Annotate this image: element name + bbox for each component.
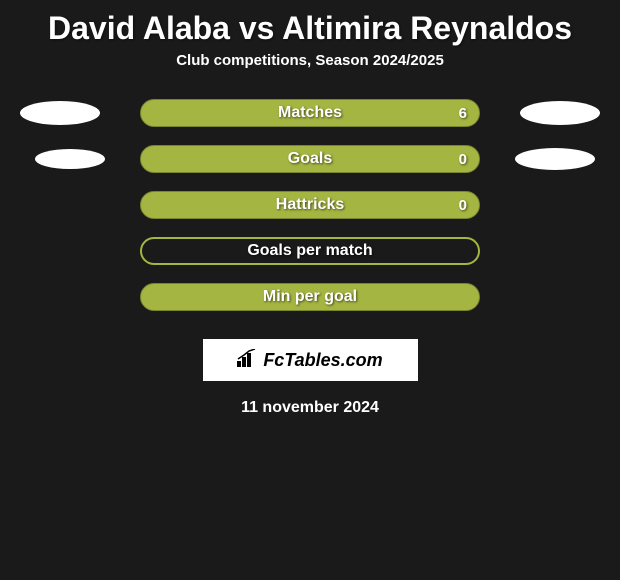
logo-text: FcTables.com bbox=[263, 350, 382, 371]
stat-value: 0 bbox=[459, 151, 467, 168]
stat-label: Min per goal bbox=[263, 288, 357, 306]
stat-row-goals: Goals 0 bbox=[0, 145, 620, 191]
stat-bar-matches: Matches 6 bbox=[140, 99, 480, 127]
stat-bar-goals: Goals 0 bbox=[140, 145, 480, 173]
player2-avatar-placeholder bbox=[515, 148, 595, 170]
player1-avatar-placeholder bbox=[20, 101, 100, 125]
logo-box: FcTables.com bbox=[203, 339, 418, 381]
player1-avatar-placeholder bbox=[35, 149, 105, 169]
stat-label: Hattricks bbox=[276, 196, 344, 214]
stat-row-goals-per-match: Goals per match bbox=[0, 237, 620, 283]
stat-row-min-per-goal: Min per goal bbox=[0, 283, 620, 329]
stat-label: Matches bbox=[278, 104, 342, 122]
stat-label: Goals per match bbox=[247, 242, 372, 260]
stat-row-matches: Matches 6 bbox=[0, 99, 620, 145]
subtitle: Club competitions, Season 2024/2025 bbox=[0, 52, 620, 99]
stat-value: 0 bbox=[459, 197, 467, 214]
stat-bar-hattricks: Hattricks 0 bbox=[140, 191, 480, 219]
date-text: 11 november 2024 bbox=[0, 381, 620, 417]
stat-bar-mpg: Min per goal bbox=[140, 283, 480, 311]
stats-area: Matches 6 Goals 0 Hattricks 0 Goals per … bbox=[0, 99, 620, 329]
player2-avatar-placeholder bbox=[520, 101, 600, 125]
stat-label: Goals bbox=[288, 150, 332, 168]
stat-value: 6 bbox=[459, 105, 467, 122]
stat-bar-gpm: Goals per match bbox=[140, 237, 480, 265]
chart-icon bbox=[237, 349, 259, 372]
page-title: David Alaba vs Altimira Reynaldos bbox=[0, 0, 620, 52]
comparison-infographic: David Alaba vs Altimira Reynaldos Club c… bbox=[0, 0, 620, 417]
stat-row-hattricks: Hattricks 0 bbox=[0, 191, 620, 237]
